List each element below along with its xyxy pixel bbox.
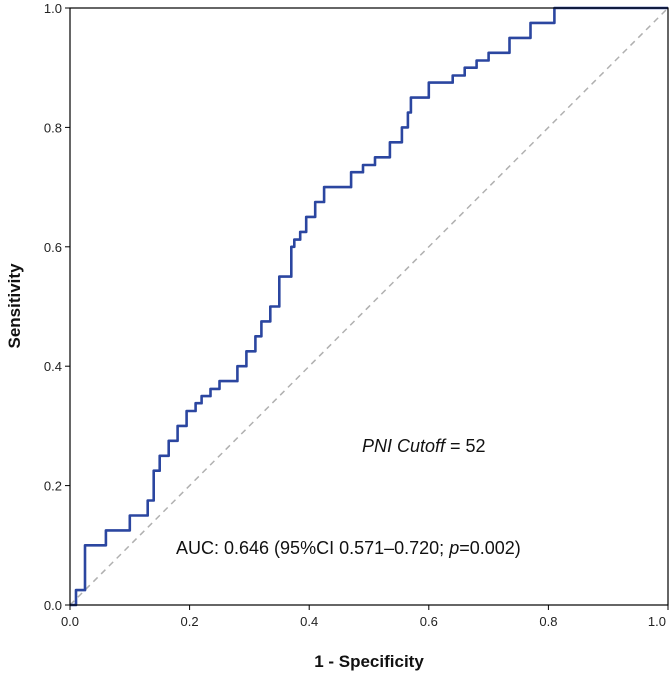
y-tick-label: 1.0 — [44, 1, 62, 16]
y-axis-ticks: 0.0 0.2 0.4 0.6 0.8 1.0 — [44, 1, 70, 613]
x-axis-ticks: 0.0 0.2 0.4 0.6 0.8 1.0 — [61, 605, 669, 629]
y-tick-label: 0.8 — [44, 120, 62, 135]
cutoff-label: PNI Cutoff — [362, 436, 447, 456]
cutoff-annotation: PNI Cutoff = 52 — [362, 436, 486, 456]
x-tick-label: 0.8 — [539, 614, 557, 629]
y-tick-label: 0.2 — [44, 479, 62, 494]
roc-curve-line — [70, 6, 668, 607]
x-axis-title: 1 - Specificity — [314, 652, 424, 671]
plot-frame — [69, 7, 669, 606]
y-axis-title: Sensitivity — [5, 263, 24, 349]
auc-p-symbol: p — [448, 538, 459, 558]
reference-diagonal-line — [69, 7, 669, 606]
y-tick-label: 0.6 — [44, 240, 62, 255]
x-tick-label: 0.0 — [61, 614, 79, 629]
auc-text-start: AUC: 0.646 (95%CI 0.571–0.720; — [176, 538, 449, 558]
auc-text-end: =0.002) — [459, 538, 521, 558]
x-tick-label: 1.0 — [648, 614, 666, 629]
y-tick-label: 0.0 — [44, 598, 62, 613]
y-tick-label: 0.4 — [44, 359, 62, 374]
x-tick-label: 0.4 — [300, 614, 318, 629]
x-tick-label: 0.6 — [420, 614, 438, 629]
x-tick-label: 0.2 — [181, 614, 199, 629]
cutoff-value: = 52 — [445, 436, 486, 456]
auc-annotation: AUC: 0.646 (95%CI 0.571–0.720; p=0.002) — [176, 538, 521, 558]
